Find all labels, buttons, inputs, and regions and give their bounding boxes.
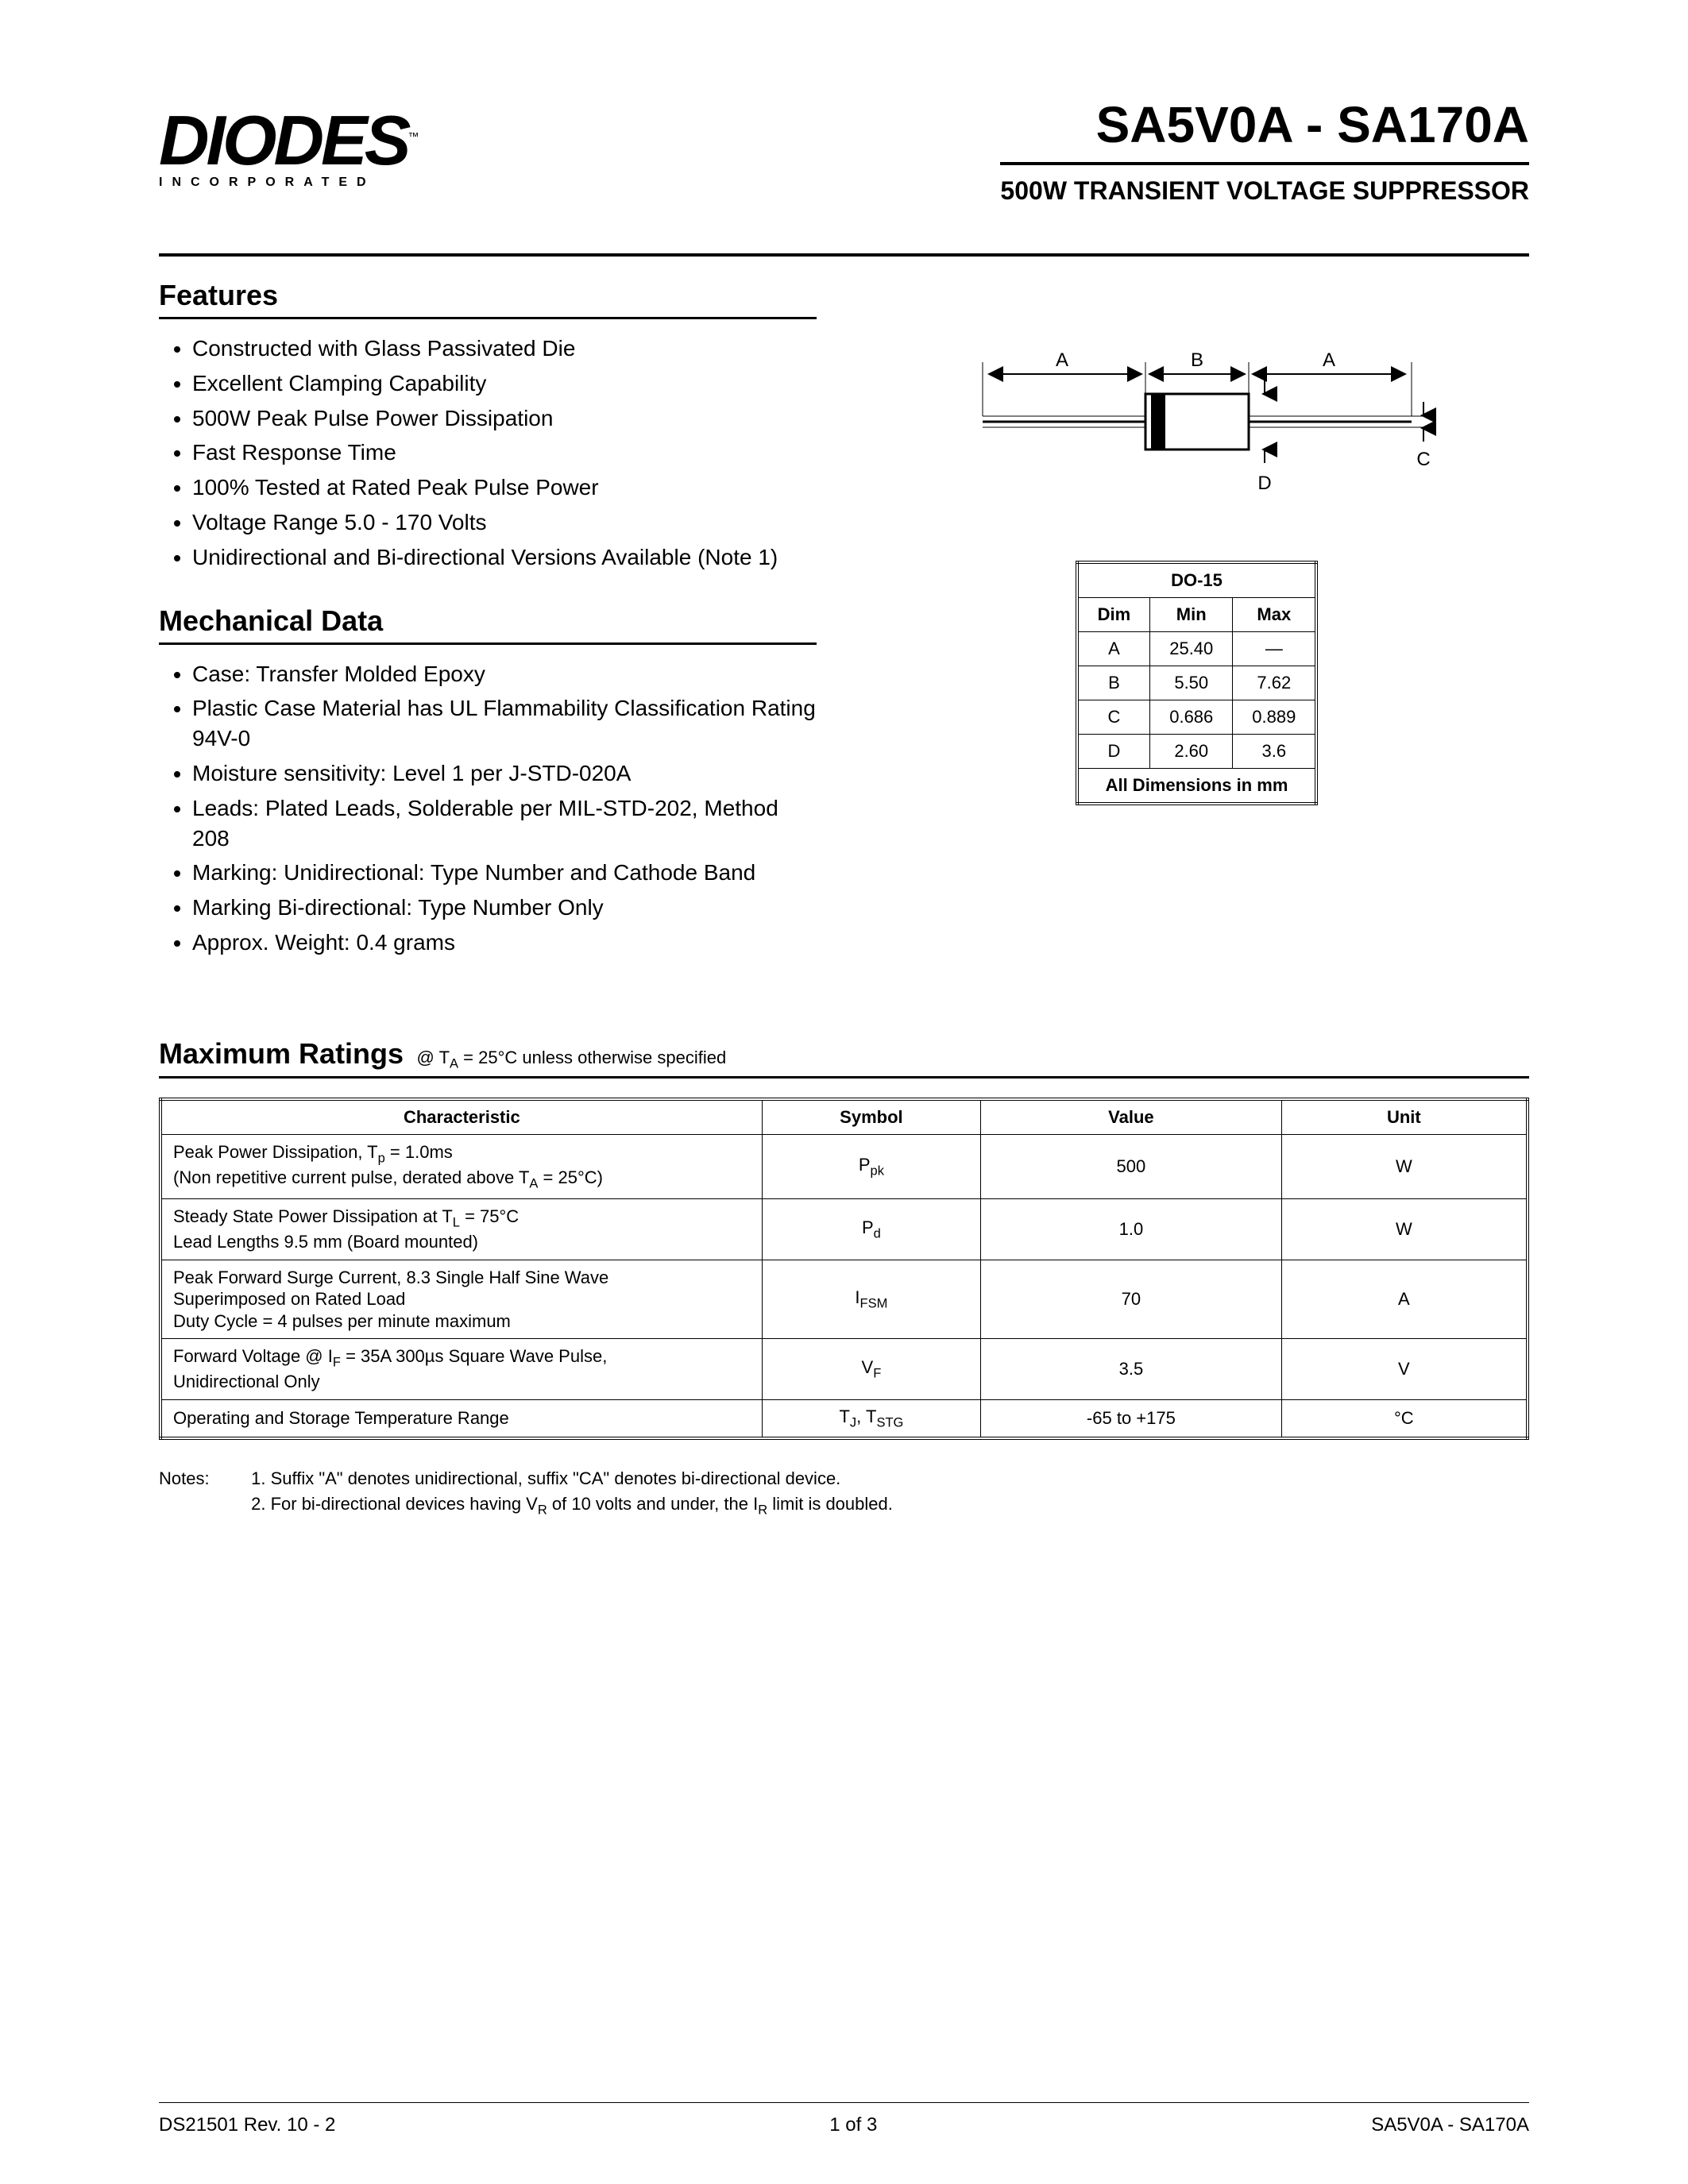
ratings-table: Characteristic Symbol Value Unit Peak Po… [159, 1098, 1529, 1440]
logo: DIODES™ INCORPORATED [159, 95, 415, 190]
ratings-col-symbol: Symbol [762, 1099, 980, 1135]
dim-row: C0.6860.889 [1077, 700, 1317, 735]
ratings-row: Steady State Power Dissipation at TL = 7… [160, 1199, 1528, 1260]
logo-text: DIODES™ [159, 111, 415, 171]
doc-subtitle: 500W TRANSIENT VOLTAGE SUPPRESSOR [1000, 176, 1529, 206]
dim-label-c: C [1416, 449, 1430, 470]
ratings-col-value: Value [981, 1099, 1282, 1135]
mechanical-item: Moisture sensitivity: Level 1 per J-STD-… [192, 758, 817, 789]
logo-subtext: INCORPORATED [159, 176, 415, 190]
ratings-row: Peak Forward Surge Current, 8.3 Single H… [160, 1260, 1528, 1339]
feature-item: Voltage Range 5.0 - 170 Volts [192, 507, 817, 538]
mechanical-item: Marking: Unidirectional: Type Number and… [192, 858, 817, 888]
dim-row: D2.603.6 [1077, 735, 1317, 769]
top-rule [159, 253, 1529, 257]
ratings-row: Forward Voltage @ IF = 35A 300µs Square … [160, 1339, 1528, 1400]
feature-item: Excellent Clamping Capability [192, 369, 817, 399]
dim-row: B5.507.62 [1077, 666, 1317, 700]
mechanical-item: Marking Bi-directional: Type Number Only [192, 893, 817, 923]
ratings-row: Peak Power Dissipation, Tp = 1.0ms(Non r… [160, 1135, 1528, 1199]
footer-center: 1 of 3 [829, 2114, 877, 2136]
ratings-section: Maximum Ratings @ TA = 25°C unless other… [159, 1037, 1529, 1440]
dim-label-a: A [1055, 349, 1068, 371]
ratings-condition: @ TA = 25°C unless otherwise specified [417, 1048, 727, 1067]
dim-table-title: DO-15 [1077, 562, 1317, 598]
feature-item: 100% Tested at Rated Peak Pulse Power [192, 473, 817, 503]
ratings-row: Operating and Storage Temperature Range … [160, 1399, 1528, 1438]
features-list: Constructed with Glass Passivated Die Ex… [159, 334, 817, 573]
dim-col-max: Max [1233, 598, 1317, 632]
dim-label-b: B [1190, 349, 1203, 371]
notes: Notes: 1. Suffix "A" denotes unidirectio… [159, 1468, 1529, 1522]
note-1: 1. Suffix "A" denotes unidirectional, su… [251, 1468, 1526, 1489]
mechanical-item: Leads: Plated Leads, Solderable per MIL-… [192, 793, 817, 854]
mechanical-heading: Mechanical Data [159, 604, 817, 645]
ratings-col-char: Characteristic [160, 1099, 762, 1135]
ratings-col-unit: Unit [1281, 1099, 1528, 1135]
dim-label-d: D [1257, 473, 1271, 494]
dim-col-min: Min [1150, 598, 1233, 632]
part-number: SA5V0A - SA170A [1000, 95, 1529, 154]
ratings-rule [159, 1076, 1529, 1078]
title-rule [1000, 162, 1529, 165]
page-footer: DS21501 Rev. 10 - 2 1 of 3 SA5V0A - SA17… [159, 2102, 1529, 2136]
dim-table-footer: All Dimensions in mm [1077, 769, 1317, 805]
dimension-table: DO-15 Dim Min Max A25.40— B5.507.62 C0.6… [1076, 561, 1319, 805]
note-2: 2. For bi-directional devices having VR … [251, 1494, 1526, 1518]
features-heading: Features [159, 279, 817, 319]
header: DIODES™ INCORPORATED SA5V0A - SA170A 500… [159, 95, 1529, 206]
mechanical-item: Plastic Case Material has UL Flammabilit… [192, 693, 817, 754]
feature-item: Unidirectional and Bi-directional Versio… [192, 542, 817, 573]
ratings-heading: Maximum Ratings [159, 1037, 404, 1070]
title-block: SA5V0A - SA170A 500W TRANSIENT VOLTAGE S… [1000, 95, 1529, 206]
dim-col-dim: Dim [1077, 598, 1150, 632]
package-svg: A B A D C [951, 326, 1443, 517]
dim-label-a2: A [1322, 349, 1335, 371]
notes-label: Notes: [159, 1468, 246, 1489]
feature-item: Fast Response Time [192, 438, 817, 468]
package-diagram: A B A D C [951, 326, 1443, 521]
dim-row: A25.40— [1077, 632, 1317, 666]
mechanical-item: Case: Transfer Molded Epoxy [192, 659, 817, 689]
footer-right: SA5V0A - SA170A [1371, 2114, 1529, 2136]
mechanical-item: Approx. Weight: 0.4 grams [192, 928, 817, 958]
feature-item: Constructed with Glass Passivated Die [192, 334, 817, 364]
feature-item: 500W Peak Pulse Power Dissipation [192, 403, 817, 434]
mechanical-list: Case: Transfer Molded Epoxy Plastic Case… [159, 659, 817, 958]
footer-left: DS21501 Rev. 10 - 2 [159, 2114, 335, 2136]
